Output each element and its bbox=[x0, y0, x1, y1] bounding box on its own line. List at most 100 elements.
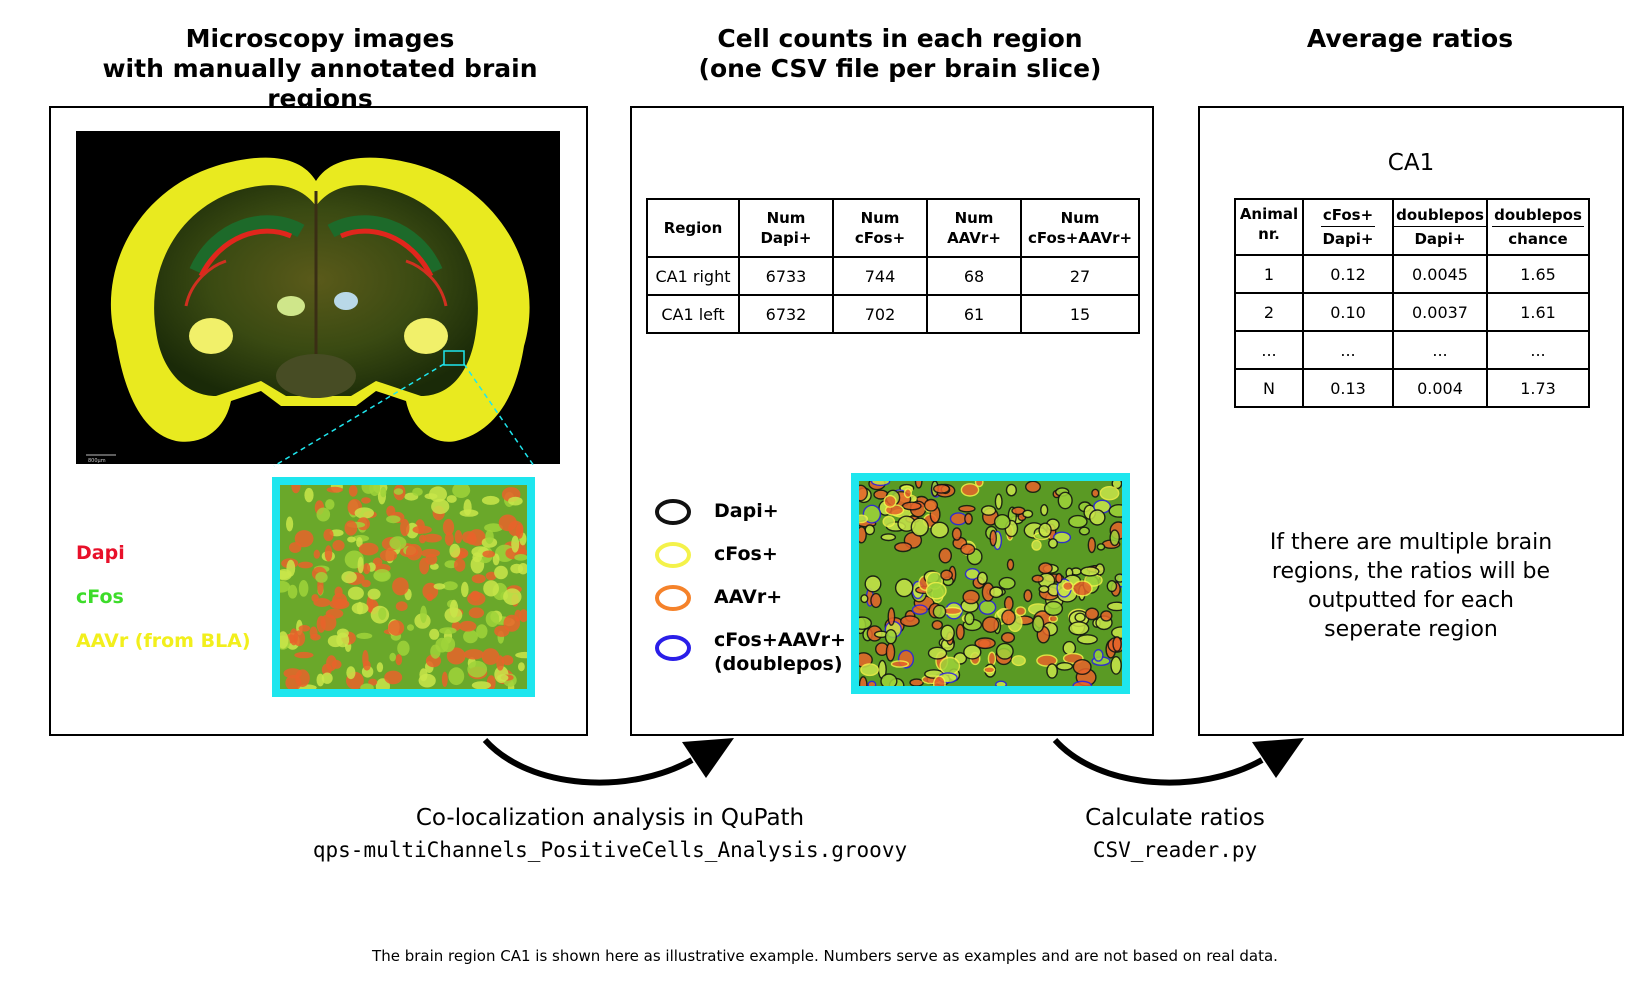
cell-blob bbox=[927, 646, 948, 660]
header-doublepos-dapi: doublepos Dapi+ bbox=[1392, 198, 1488, 256]
table-cell: CA1 right bbox=[646, 256, 740, 296]
cell-blob bbox=[1057, 491, 1073, 510]
cell-blob bbox=[1005, 483, 1018, 497]
cell-blob bbox=[289, 628, 298, 646]
cell-blob bbox=[476, 624, 488, 639]
cell-blob bbox=[463, 629, 478, 644]
cell-blob bbox=[442, 581, 458, 591]
cell-blob bbox=[373, 569, 391, 582]
cell-blob bbox=[498, 514, 517, 532]
cell-blob bbox=[395, 601, 408, 612]
cell-blob bbox=[1111, 626, 1122, 639]
cell-blob bbox=[1091, 488, 1100, 498]
legend-label-aavr: AAVr+ bbox=[714, 586, 783, 608]
zoom-inset-texture bbox=[280, 485, 527, 689]
table-header-row: Region Num Dapi+ Num cFos+ Num AAVr+ Num cFo… bbox=[646, 198, 1140, 258]
cell-blob bbox=[860, 663, 880, 677]
ratios-header-row: Animal nr. cFos+ Dapi+ doublepos Dapi+ doub… bbox=[1234, 198, 1590, 256]
cell-blob bbox=[995, 642, 1014, 660]
cell-blob bbox=[485, 571, 497, 581]
cell-blob bbox=[883, 494, 897, 508]
cell-blob bbox=[384, 670, 403, 685]
cell-blob bbox=[325, 499, 335, 510]
cell-blob bbox=[870, 592, 882, 609]
table-row: 2 0.10 0.0037 1.61 bbox=[1234, 292, 1590, 332]
cell-blob bbox=[471, 681, 491, 689]
cell-blob bbox=[336, 632, 350, 648]
table-cell: 0.13 bbox=[1302, 368, 1394, 408]
table-cell: 61 bbox=[926, 294, 1022, 334]
cell-blob bbox=[1038, 585, 1050, 594]
cell-blob bbox=[519, 609, 527, 623]
cell-blob bbox=[884, 628, 898, 645]
cell-blob bbox=[1096, 543, 1106, 551]
roi-connector-lines bbox=[273, 363, 535, 467]
cell-blob bbox=[1106, 601, 1122, 612]
cell-blob bbox=[356, 632, 373, 639]
table-cell: 68 bbox=[926, 256, 1022, 296]
arrow-step1-icon bbox=[482, 737, 734, 786]
ratios-table: Animal nr. cFos+ Dapi+ doublepos Dapi+ doub… bbox=[1234, 198, 1590, 408]
cell-blob bbox=[466, 534, 477, 545]
cell-blob bbox=[449, 543, 461, 558]
legend-label-doublepos-line2: (doublepos) bbox=[714, 653, 843, 675]
cell-blob bbox=[859, 514, 868, 524]
cell-blob bbox=[320, 614, 337, 631]
cell-blob bbox=[444, 607, 463, 623]
cell-blob bbox=[280, 580, 291, 593]
cell-blob bbox=[887, 607, 896, 626]
cell-blob bbox=[351, 602, 369, 615]
cell-blob bbox=[859, 484, 868, 502]
brain-slice-image: 800µm bbox=[76, 131, 560, 464]
cell-blob bbox=[951, 527, 962, 541]
cell-blob bbox=[313, 549, 320, 559]
cell-blob bbox=[859, 676, 868, 686]
cell-blob bbox=[960, 483, 980, 497]
cell-blob bbox=[485, 611, 500, 627]
cell-blob bbox=[380, 486, 387, 498]
cell-blob bbox=[492, 553, 500, 566]
cell-blob bbox=[430, 644, 441, 659]
table-row: CA1 right 6733 744 68 27 bbox=[646, 256, 1140, 296]
cell-blob bbox=[1062, 640, 1077, 656]
cell-blob bbox=[344, 520, 358, 536]
cell-blob bbox=[467, 660, 488, 678]
cell-blob bbox=[446, 495, 457, 503]
cell-blob bbox=[363, 660, 371, 671]
cell-blob bbox=[483, 580, 499, 597]
cell-blob bbox=[440, 636, 456, 653]
channel-label-aavr: AAVr (from BLA) bbox=[76, 630, 251, 652]
cell-blob bbox=[994, 493, 1003, 510]
cell-blob bbox=[386, 515, 401, 524]
segmented-cells-image bbox=[851, 473, 1130, 694]
cell-blob bbox=[392, 577, 409, 596]
cell-blob bbox=[940, 624, 955, 642]
cell-blob bbox=[867, 680, 877, 686]
cell-blob bbox=[914, 481, 923, 489]
cell-blob bbox=[298, 580, 309, 597]
cell-blob bbox=[940, 569, 954, 581]
cell-blob bbox=[379, 549, 398, 562]
cell-blob bbox=[1076, 634, 1098, 645]
middle-column-title: Cell counts in each region (one CSV file… bbox=[698, 24, 1102, 83]
cell-blob bbox=[960, 543, 976, 556]
table-cell: ... bbox=[1392, 330, 1488, 370]
cell-blob bbox=[331, 659, 342, 669]
cell-blob bbox=[412, 525, 432, 534]
table-cell: 744 bbox=[832, 256, 928, 296]
cell-blob bbox=[1015, 606, 1027, 617]
cell-blob bbox=[964, 512, 973, 525]
microscopy-panel: 800µm Dapi cFos AAVr (from BLA) bbox=[49, 106, 588, 736]
cell-blob bbox=[511, 535, 520, 553]
cell-blob bbox=[962, 589, 980, 605]
cell-blob bbox=[976, 571, 988, 586]
cell-blob bbox=[1080, 566, 1100, 577]
cell-blob bbox=[901, 501, 922, 511]
cell-blob bbox=[431, 498, 450, 515]
cell-blob bbox=[980, 505, 997, 516]
cfos-ring-icon bbox=[655, 542, 691, 568]
table-cell: 1.61 bbox=[1486, 292, 1590, 332]
cell-blob bbox=[1106, 579, 1118, 593]
table-cell: 0.004 bbox=[1392, 368, 1488, 408]
cell-blob bbox=[439, 627, 457, 635]
